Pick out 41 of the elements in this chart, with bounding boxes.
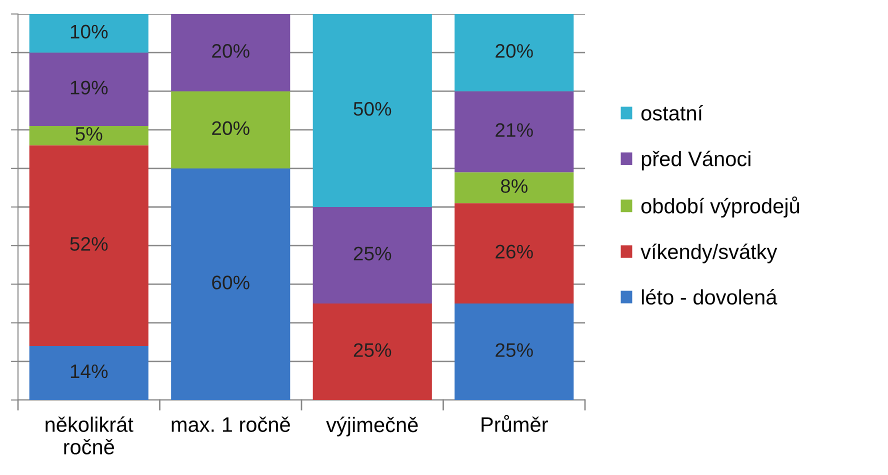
bar — [312, 207, 432, 304]
bar — [29, 52, 148, 126]
x-tick-label: max. 1 ročně — [172, 416, 290, 432]
bar — [454, 172, 574, 204]
bar — [171, 91, 290, 168]
bar — [312, 14, 432, 207]
x-tick-label: Průměr — [482, 414, 548, 432]
data-label: 20% — [212, 44, 250, 58]
data-label: 20% — [212, 121, 250, 136]
data-label: 8% — [500, 179, 528, 193]
bar — [29, 145, 148, 346]
data-label: 60% — [212, 276, 250, 290]
bar — [454, 14, 574, 92]
bar — [312, 304, 432, 400]
legend-label: před Vánoci — [642, 150, 750, 170]
data-label: 20% — [496, 44, 533, 58]
bar — [171, 168, 290, 400]
x-tick-label: výjimečně — [326, 416, 418, 436]
data-label: 25% — [496, 343, 533, 357]
legend-label: ostatní — [641, 105, 703, 121]
data-label: 5% — [76, 127, 102, 141]
data-label: 52% — [70, 237, 108, 251]
bar — [29, 126, 148, 146]
data-label: 50% — [354, 102, 392, 116]
legend-label: léto - dovolená — [642, 289, 778, 305]
data-label: 25% — [354, 343, 392, 357]
data-label: 21% — [496, 123, 533, 137]
bar — [454, 203, 574, 304]
bar — [171, 14, 290, 92]
data-label: 26% — [496, 244, 533, 259]
bar — [29, 346, 148, 400]
bar — [454, 91, 574, 172]
legend-label: období výprodejů — [641, 196, 800, 218]
data-label: 14% — [70, 364, 108, 378]
bar — [29, 14, 148, 53]
x-tick-label: několikrát ročně — [46, 416, 134, 454]
data-label: 10% — [70, 24, 108, 39]
bar — [454, 304, 574, 400]
data-label: 25% — [354, 246, 392, 260]
legend-label: víkendy/svátky — [640, 244, 778, 264]
data-label: 19% — [70, 80, 108, 94]
